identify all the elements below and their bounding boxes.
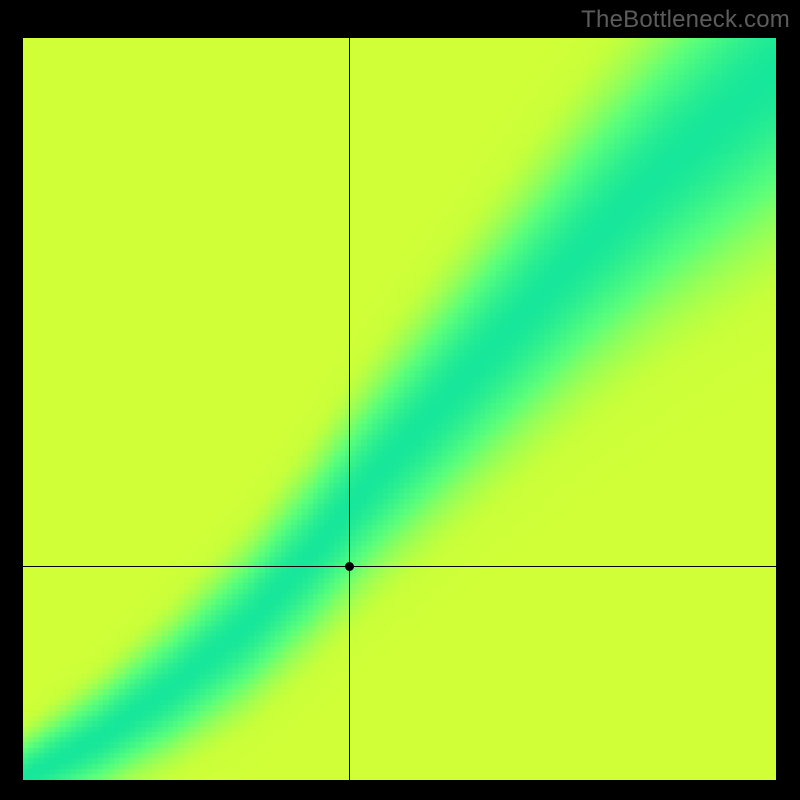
watermark-text: TheBottleneck.com — [581, 6, 790, 34]
chart-container: TheBottleneck.com — [0, 0, 800, 800]
crosshair-marker — [345, 562, 354, 571]
crosshair-vertical — [349, 38, 350, 780]
crosshair-horizontal — [23, 566, 776, 567]
heatmap-plot — [23, 38, 776, 780]
